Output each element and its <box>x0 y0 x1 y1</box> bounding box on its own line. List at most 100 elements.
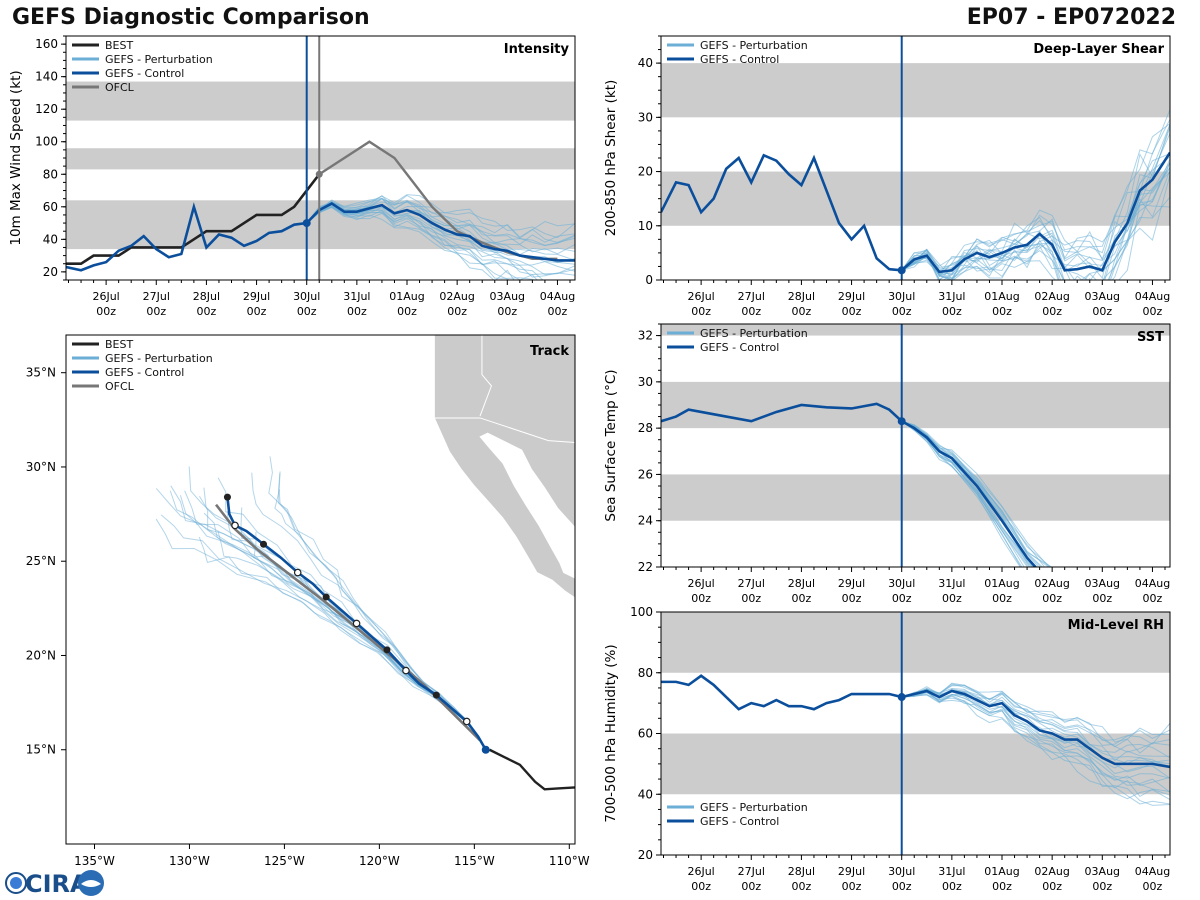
x-tick-label-hour: 00z <box>1092 880 1112 893</box>
plot-area <box>661 612 1170 806</box>
x-tick-label-day: 28Jul <box>788 290 815 303</box>
perturbation-member-line <box>901 420 1021 567</box>
y-tick-label: 35°N <box>26 366 56 380</box>
x-tick-label-hour: 00z <box>892 592 912 605</box>
y-tick-label: 10 <box>638 219 653 233</box>
sst-panel: 22 24 26 28 30 32 26Jul 00z 27Jul 00z 28Jul 00z 29Ju… <box>603 323 1171 605</box>
x-tick-label-day: 26Jul <box>687 577 714 590</box>
x-tick-label-day: 31Jul <box>938 577 965 590</box>
x-tick-label-day: 01Aug <box>984 577 1019 590</box>
perturbation-member-line <box>901 420 1052 567</box>
legend-label: GEFS - Perturbation <box>700 327 808 340</box>
x-tick-label-hour: 00z <box>397 305 417 318</box>
day-marker-filled <box>383 646 391 654</box>
legend-label: BEST <box>105 338 133 351</box>
x-tick-label-day: 02Aug <box>1034 577 1069 590</box>
x-tick-label-day: 30Jul <box>888 865 915 878</box>
x-tick-label-day: 27Jul <box>738 865 765 878</box>
x-tick-label-hour: 00z <box>1143 305 1163 318</box>
control-init-marker <box>897 266 906 275</box>
country-border <box>434 417 575 443</box>
x-tick-label-day: 04Aug <box>1135 290 1170 303</box>
threshold-band <box>661 474 1170 521</box>
x-tick-label-hour: 00z <box>942 592 962 605</box>
y-tick-label: 25°N <box>26 554 56 568</box>
x-tick-label: 110°W <box>549 854 590 868</box>
x-tick-label-hour: 00z <box>842 305 862 318</box>
y-tick-label: 80 <box>43 167 58 181</box>
control-line <box>661 402 1038 567</box>
perturbation-member-line <box>901 420 1022 567</box>
x-tick-label-day: 02Aug <box>1034 290 1069 303</box>
x-tick-label-hour: 00z <box>146 305 166 318</box>
x-tick-label-day: 29Jul <box>838 290 865 303</box>
legend-label: GEFS - Perturbation <box>105 352 213 365</box>
y-tick-label: 30 <box>638 110 653 124</box>
y-tick-label: 20 <box>43 265 58 279</box>
y-tick-label: 30°N <box>26 460 56 474</box>
y-tick-label: 20 <box>638 165 653 179</box>
y-tick-label: 32 <box>638 329 653 343</box>
perturbation-member-line <box>901 109 1170 271</box>
control-init-marker <box>481 745 490 754</box>
perturbation-member-line <box>901 156 1170 276</box>
day-marker-open <box>402 666 410 675</box>
y-tick-label: 22 <box>638 560 653 574</box>
x-tick-label-hour: 00z <box>741 592 761 605</box>
plot-area <box>661 63 1170 280</box>
x-tick-label-hour: 00z <box>842 880 862 893</box>
x-tick-label: 115°W <box>454 854 495 868</box>
x-tick-label-hour: 00z <box>548 305 568 318</box>
storm-id-label: EP07 - EP072022 <box>966 5 1176 30</box>
perturbation-member-line <box>901 682 1170 745</box>
x-tick-label-hour: 00z <box>992 880 1012 893</box>
y-tick-label: 60 <box>43 200 58 214</box>
x-tick-label-day: 27Jul <box>738 290 765 303</box>
x-tick-label-hour: 00z <box>691 305 711 318</box>
legend-label: GEFS - Control <box>700 341 779 354</box>
y-axis-label: 10m Max Wind Speed (kt) <box>8 70 24 245</box>
best-track-line <box>66 173 321 266</box>
page-title: GEFS Diagnostic Comparison <box>12 5 370 30</box>
perturbation-member-line <box>901 690 1170 793</box>
x-tick-label-hour: 00z <box>1092 305 1112 318</box>
x-tick-label-day: 27Jul <box>143 290 170 303</box>
x-tick-label-hour: 00z <box>1143 880 1163 893</box>
perturbation-member-line <box>901 694 1170 798</box>
x-tick-label-hour: 00z <box>741 305 761 318</box>
x-tick-label-day: 03Aug <box>490 290 525 303</box>
plot-area <box>66 81 575 280</box>
control-init-marker <box>302 219 311 228</box>
x-tick-label-day: 02Aug <box>1034 865 1069 878</box>
y-tick-label: 20 <box>638 848 653 862</box>
perturbation-track-line <box>217 477 487 750</box>
y-tick-label: 60 <box>638 727 653 741</box>
control-init-marker <box>897 693 906 702</box>
perturbation-member-line <box>901 127 1170 277</box>
perturbation-member-line <box>306 205 575 278</box>
y-tick-label: 15°N <box>26 743 56 757</box>
rh-panel: 20 40 60 80 100 26Jul 00z 27Jul 00z 28Jul 00z 29Jul… <box>603 605 1171 893</box>
plot-frame <box>660 323 1171 568</box>
y-tick-label: 100 <box>35 135 58 149</box>
threshold-band <box>66 81 575 121</box>
x-tick-label-hour: 00z <box>842 592 862 605</box>
x-tick-label-day: 28Jul <box>193 290 220 303</box>
threshold-band <box>661 324 1170 336</box>
legend-label: GEFS - Control <box>105 67 184 80</box>
x-tick-label-day: 28Jul <box>788 865 815 878</box>
y-tick-label: 28 <box>638 421 653 435</box>
x-tick-label-hour: 00z <box>741 880 761 893</box>
x-tick-label-hour: 00z <box>992 592 1012 605</box>
x-tick-label-day: 04Aug <box>1135 865 1170 878</box>
panel-title: Intensity <box>504 42 570 57</box>
x-tick-label-hour: 00z <box>96 305 116 318</box>
day-marker-filled <box>260 540 268 548</box>
control-track-line <box>226 496 487 751</box>
legend-label: OFCL <box>105 81 135 94</box>
y-tick-label: 24 <box>638 514 653 528</box>
map-area <box>155 335 575 791</box>
y-tick-label: 80 <box>638 666 653 680</box>
y-tick-label: 40 <box>43 232 58 246</box>
x-tick-label-day: 04Aug <box>1135 577 1170 590</box>
